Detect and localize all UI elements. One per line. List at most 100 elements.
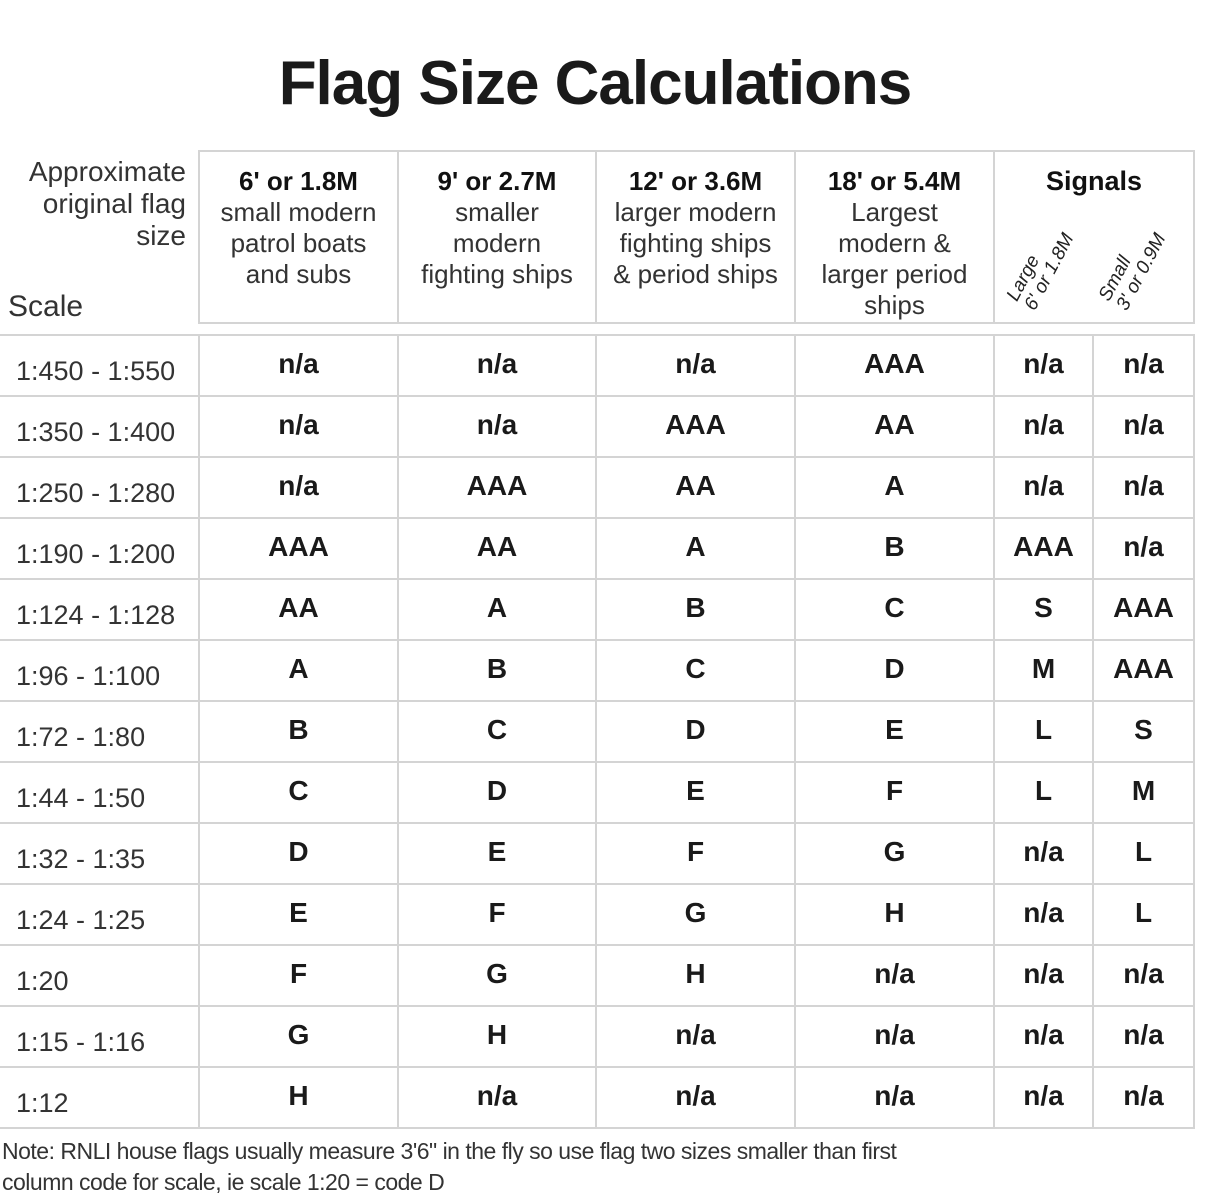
column-desc: ships (864, 290, 925, 320)
flag-code-cell: B (397, 639, 597, 702)
flag-size-table: 1:450 - 1:550 n/a n/a n/a AAA n/a n/a 1:350 - 1… (0, 334, 1195, 1129)
column-desc: smaller (455, 197, 539, 227)
flag-code-cell: E (397, 822, 597, 885)
scale-cell: 1:32 - 1:35 (0, 822, 200, 885)
flag-code-cell: n/a (397, 334, 597, 397)
flag-code-cell: n/a (993, 334, 1094, 397)
column-desc: larger period (821, 259, 968, 289)
flag-code-cell: E (595, 761, 796, 824)
table-row: 1:350 - 1:400 n/a n/a AAA AA n/a n/a (0, 395, 1195, 458)
approx-line: original flag (42, 188, 186, 219)
scale-cell: 1:12 (0, 1066, 200, 1129)
column-header: 9' or 2.7M smaller modern fighting ships (397, 150, 597, 324)
column-desc: modern (452, 228, 542, 258)
flag-code-cell: D (198, 822, 399, 885)
column-desc: fighting ships (421, 259, 573, 289)
flag-code-cell: H (397, 1005, 597, 1068)
signals-header: Signals Large 6' or 1.8M Small 3' or 0.9… (993, 150, 1195, 324)
flag-code-cell: n/a (595, 1005, 796, 1068)
flag-code-cell: C (198, 761, 399, 824)
footnote-line: column code for scale, ie scale 1:20 = c… (2, 1169, 445, 1195)
flag-code-cell: n/a (993, 395, 1094, 458)
flag-code-cell: E (198, 883, 399, 946)
approx-line: Approximate (28, 156, 186, 187)
flag-code-cell: L (1092, 883, 1195, 946)
flag-code-cell: H (595, 944, 796, 1007)
scale-cell: 1:24 - 1:25 (0, 883, 200, 946)
flag-code-cell: n/a (993, 1005, 1094, 1068)
scale-cell: 1:190 - 1:200 (0, 517, 200, 580)
signals-large-label: Large 6' or 1.8M (1003, 221, 1079, 314)
flag-code-cell: n/a (794, 944, 995, 1007)
column-size: 12' or 3.6M (628, 166, 763, 196)
column-desc: patrol boats (230, 228, 367, 258)
flag-code-cell: AAA (397, 456, 597, 519)
flag-code-cell: F (595, 822, 796, 885)
flag-code-cell: D (397, 761, 597, 824)
table-row: 1:96 - 1:100 A B C D M AAA (0, 639, 1195, 702)
column-desc: & period ships (613, 259, 778, 289)
column-desc: larger modern (614, 197, 777, 227)
column-desc: Largest (851, 197, 938, 227)
flag-code-cell: AAA (595, 395, 796, 458)
flag-code-cell: n/a (1092, 944, 1195, 1007)
column-size: 9' or 2.7M (437, 166, 557, 196)
flag-code-cell: H (794, 883, 995, 946)
header-label-cell: Approximate original flag size Scale (0, 150, 192, 330)
flag-code-cell: G (595, 883, 796, 946)
flag-code-cell: B (794, 517, 995, 580)
flag-code-cell: n/a (1092, 1066, 1195, 1129)
scale-cell: 1:250 - 1:280 (0, 456, 200, 519)
column-desc: small modern (220, 197, 377, 227)
flag-code-cell: S (993, 578, 1094, 641)
flag-code-cell: A (397, 578, 597, 641)
scale-cell: 1:96 - 1:100 (0, 639, 200, 702)
header-table: 6' or 1.8M small modern patrol boats and… (198, 150, 1195, 324)
flag-code-cell: AAA (1092, 578, 1195, 641)
table-row: 1:44 - 1:50 C D E F L M (0, 761, 1195, 824)
flag-code-cell: A (595, 517, 796, 580)
flag-code-cell: n/a (794, 1005, 995, 1068)
page-title: Flag Size Calculations (278, 49, 913, 118)
flag-code-cell: E (794, 700, 995, 763)
scale-cell: 1:44 - 1:50 (0, 761, 200, 824)
flag-code-cell: B (198, 700, 399, 763)
scale-cell: 1:450 - 1:550 (0, 334, 200, 397)
approx-line: size (136, 220, 186, 251)
flag-code-cell: H (198, 1066, 399, 1129)
flag-code-cell: n/a (397, 395, 597, 458)
flag-code-cell: G (794, 822, 995, 885)
scale-cell: 1:124 - 1:128 (0, 578, 200, 641)
flag-code-cell: n/a (198, 456, 399, 519)
flag-code-cell: S (1092, 700, 1195, 763)
footnote: Note: RNLI house flags usually measure 3… (2, 1136, 897, 1198)
flag-code-cell: A (794, 456, 995, 519)
flag-code-cell: n/a (1092, 334, 1195, 397)
flag-code-cell: AAA (993, 517, 1094, 580)
flag-code-cell: D (595, 700, 796, 763)
table-row: 1:190 - 1:200 AAA AA A B AAA n/a (0, 517, 1195, 580)
flag-code-cell: M (1092, 761, 1195, 824)
flag-code-cell: M (993, 639, 1094, 702)
signals-small-label: Small 3' or 0.9M (1095, 221, 1171, 314)
footnote-line: Note: RNLI house flags usually measure 3… (2, 1138, 897, 1164)
flag-code-cell: C (595, 639, 796, 702)
flag-code-cell: n/a (595, 334, 796, 397)
flag-code-cell: n/a (1092, 456, 1195, 519)
flag-code-cell: n/a (198, 395, 399, 458)
flag-code-cell: L (993, 761, 1094, 824)
flag-code-cell: n/a (397, 1066, 597, 1129)
table-row: 1:72 - 1:80 B C D E L S (0, 700, 1195, 763)
flag-code-cell: AA (595, 456, 796, 519)
flag-code-cell: n/a (794, 1066, 995, 1129)
flag-code-cell: G (198, 1005, 399, 1068)
signals-title: Signals (1045, 166, 1143, 196)
flag-code-cell: F (794, 761, 995, 824)
flag-code-cell: n/a (993, 822, 1094, 885)
flag-code-cell: n/a (993, 883, 1094, 946)
